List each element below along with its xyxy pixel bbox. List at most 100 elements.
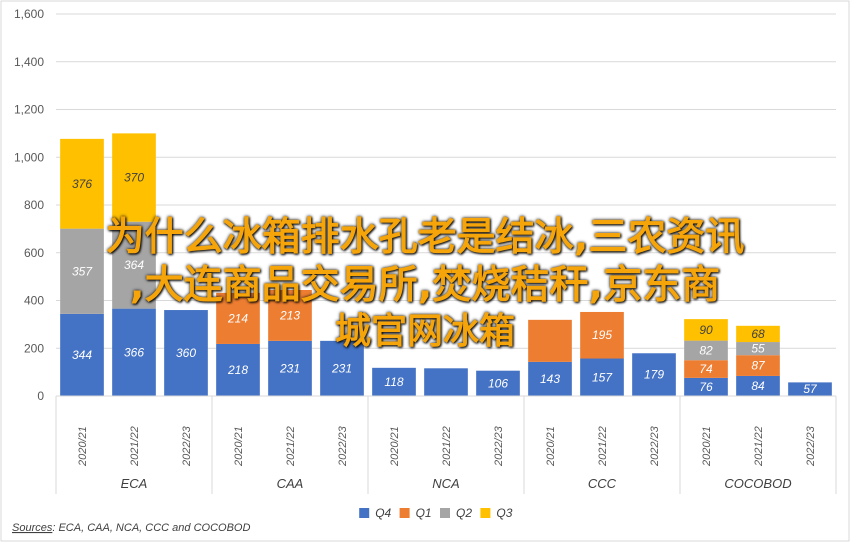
y-tick-label: 1,400: [14, 55, 44, 69]
bar-segment-q3: [684, 319, 728, 341]
bar-segment-q3: [60, 138, 104, 229]
bar-segment-q4: [60, 313, 104, 396]
category-label: 2020/21: [77, 426, 89, 467]
category-label: 2021/22: [753, 426, 765, 467]
category-label: 2021/22: [597, 426, 609, 467]
legend-label: Q1: [416, 506, 432, 520]
data-label: 344: [72, 348, 92, 362]
data-label: 87: [751, 359, 766, 373]
bar-segment-q4: [476, 370, 520, 396]
data-label: 360: [176, 346, 196, 360]
group-label: CCC: [588, 476, 617, 491]
axes: 0 200 400 600 800 1,000 1,200 1,400 1,600 ECA 2020…: [14, 7, 837, 494]
bar-segment-q4: [424, 368, 468, 396]
data-label: 213: [279, 308, 300, 322]
data-label: 74: [699, 362, 713, 376]
bar-segment-q4: [372, 367, 416, 396]
legend: Q4 Q1 Q2 Q3: [359, 506, 513, 520]
y-tick-label: 200: [24, 341, 44, 355]
category-label: 2021/22: [285, 426, 297, 467]
data-label: 55: [751, 342, 765, 356]
y-tick-label: 800: [24, 198, 44, 212]
data-label: 179: [644, 368, 664, 382]
data-label: 68: [751, 327, 765, 341]
data-label: 364: [124, 258, 144, 272]
data-label: 84: [751, 379, 765, 393]
category-label: 2021/22: [129, 426, 141, 467]
data-label: 90: [699, 323, 713, 337]
category-label: 2020/21: [545, 426, 557, 467]
bar-segment-q2: [60, 228, 104, 314]
bar-segment-q1: [216, 292, 260, 344]
category-label: 2022/23: [805, 425, 817, 467]
legend-label: Q2: [456, 506, 472, 520]
bar-segment-q4: [268, 340, 312, 396]
group-label: NCA: [432, 476, 459, 491]
category-label: 2022/23: [493, 425, 505, 467]
category-label: 2022/23: [181, 425, 193, 467]
y-tick-label: 600: [24, 246, 44, 260]
source-note: Sources: ECA, CAA, NCA, CCC and COCOBOD: [12, 522, 250, 534]
bar-segment-q2: [736, 342, 780, 356]
bar-segment-q3: [736, 325, 780, 343]
data-label: 57: [803, 382, 818, 396]
category-label: 2021/22: [441, 426, 453, 467]
bars: 344 357 376 366 364 370 360 218 214 231 213 231 118 1…: [60, 133, 832, 396]
category-label: 2020/21: [389, 426, 401, 467]
data-label: 231: [331, 361, 352, 375]
data-label: 214: [227, 311, 248, 325]
group-label: ECA: [121, 476, 148, 491]
source-label: Sources: [12, 522, 53, 534]
data-label: 195: [592, 328, 612, 342]
bar-segment-q4: [112, 308, 156, 396]
data-label: 106: [488, 376, 508, 390]
category-label: 2020/21: [701, 426, 713, 467]
bar-segment-q4: [528, 361, 572, 396]
data-label: 218: [227, 363, 248, 377]
bar-segment-q4: [788, 382, 832, 396]
data-label: 366: [124, 345, 144, 359]
bar-segment-q4: [632, 353, 676, 396]
category-label: 2022/23: [337, 425, 349, 467]
data-label: 82: [699, 343, 713, 357]
data-label: 76: [699, 380, 713, 394]
bar-segment-q4: [580, 358, 624, 396]
bar-segment-q3: [112, 133, 156, 222]
category-label: 2020/21: [233, 426, 245, 467]
bar-segment-q1: [268, 289, 312, 341]
bar-segment-q4: [736, 375, 780, 396]
y-tick-label: 0: [37, 389, 44, 403]
legend-swatch-q3: [480, 508, 491, 518]
legend-label: Q3: [496, 506, 512, 520]
source-text: : ECA, CAA, NCA, CCC and COCOBOD: [52, 522, 250, 534]
bar-segment-q1: [736, 355, 780, 376]
data-label: 231: [279, 361, 300, 375]
group-label: CAA: [277, 476, 304, 491]
data-label: 157: [592, 370, 613, 384]
data-label: 357: [72, 264, 93, 278]
data-label: 376: [72, 177, 92, 191]
group-label: COCOBOD: [724, 476, 791, 491]
legend-swatch-q1: [399, 508, 410, 518]
bar-segment-q1: [580, 311, 624, 359]
bar-segment-q2: [684, 340, 728, 361]
bar-segment-q4: [164, 310, 208, 396]
data-label: 118: [384, 375, 403, 389]
bar-segment-q1: [684, 360, 728, 378]
bar-segment-q1: [528, 319, 572, 362]
legend-swatch-q2: [440, 508, 450, 518]
legend-swatch-q4: [359, 508, 370, 518]
bar-segment-q4: [684, 377, 728, 396]
category-label: 2022/23: [649, 425, 661, 467]
data-label: 143: [540, 372, 560, 386]
bar-segment-q2: [112, 221, 156, 309]
bar-segment-q4: [320, 340, 364, 396]
legend-label: Q4: [375, 506, 391, 520]
bar-segment-q4: [216, 343, 260, 396]
y-tick-label: 400: [24, 294, 44, 308]
y-tick-label: 1,200: [14, 103, 44, 117]
data-label: 370: [124, 171, 144, 185]
y-tick-label: 1,600: [14, 7, 44, 21]
